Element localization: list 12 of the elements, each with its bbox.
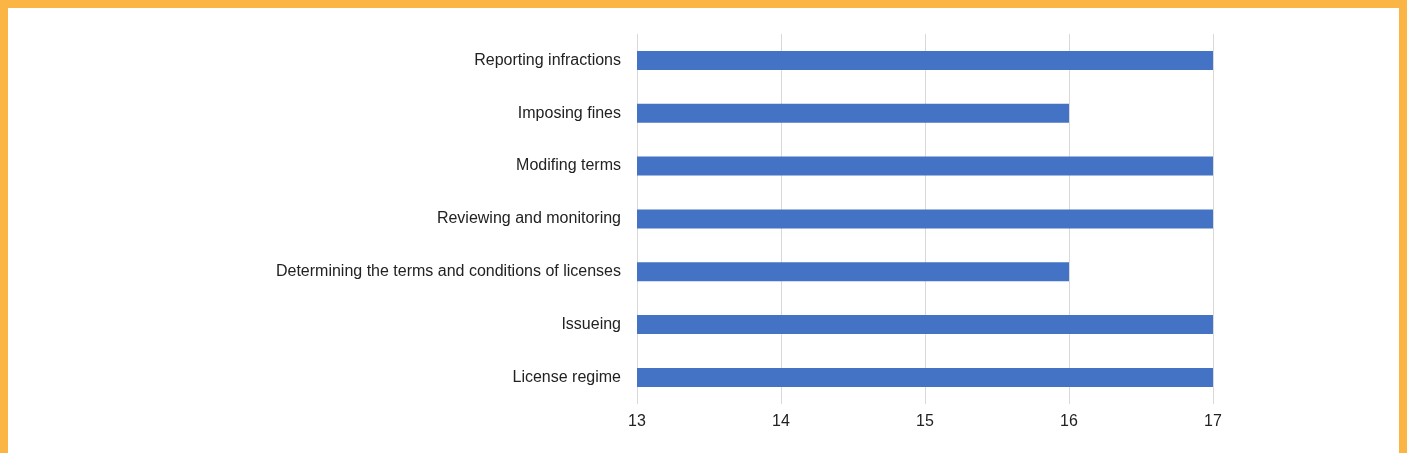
x-tick-label: 15	[916, 411, 934, 429]
y-tick-label: License regime	[512, 367, 622, 385]
x-tick-label: 16	[1060, 411, 1078, 429]
x-tick-label: 14	[772, 411, 790, 429]
y-tick-label: Determining the terms and conditions of licenses	[275, 262, 621, 280]
x-tick-label: 13	[628, 411, 646, 429]
y-tick-label: Issueing	[561, 314, 621, 332]
y-tick-label: Imposing fines	[517, 103, 621, 121]
y-tick-label: Reporting infractions	[474, 50, 621, 68]
x-tick-label: 17	[1204, 411, 1222, 429]
y-tick-label: Modifing terms	[516, 156, 621, 174]
y-tick-label: Reviewing and monitoring	[436, 209, 621, 227]
